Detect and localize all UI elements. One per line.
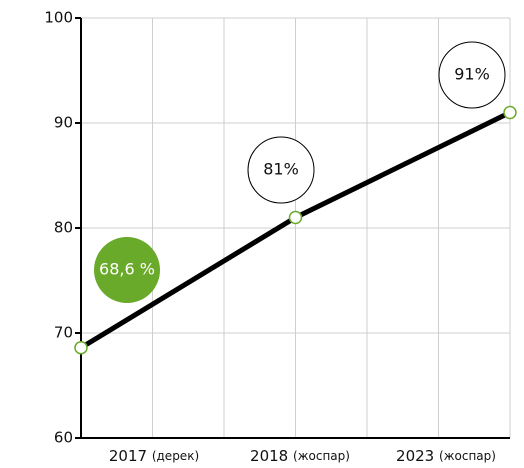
point (503, 105, 517, 120)
label-bubble (247, 136, 315, 204)
x-tick-label: 2017 (дерек) (109, 447, 199, 465)
point (74, 340, 88, 355)
y-tick-label: 90 (54, 114, 73, 132)
label-bubble (94, 237, 160, 303)
y-tick-label: 80 (54, 219, 73, 237)
y-tick-label: 70 (54, 324, 73, 342)
value-label: 91% (454, 65, 490, 84)
y-tick-label: 60 (54, 429, 73, 447)
x-tick-year: 2018 (250, 447, 288, 465)
point (288, 210, 303, 225)
value-label: 81% (263, 160, 299, 179)
x-tick-label: 2023 (жоспар) (396, 447, 496, 465)
x-tick-note: (жоспар) (293, 449, 350, 463)
label-bubble (438, 41, 506, 109)
x-tick-label: 2018 (жоспар) (250, 447, 350, 465)
x-tick-year: 2017 (109, 447, 147, 465)
y-tick-label: 100 (44, 9, 73, 27)
x-tick-note: (дерек) (152, 449, 199, 463)
x-tick-note: (жоспар) (439, 449, 496, 463)
x-tick-year: 2023 (396, 447, 434, 465)
value-label: 68,6 % (99, 260, 155, 279)
